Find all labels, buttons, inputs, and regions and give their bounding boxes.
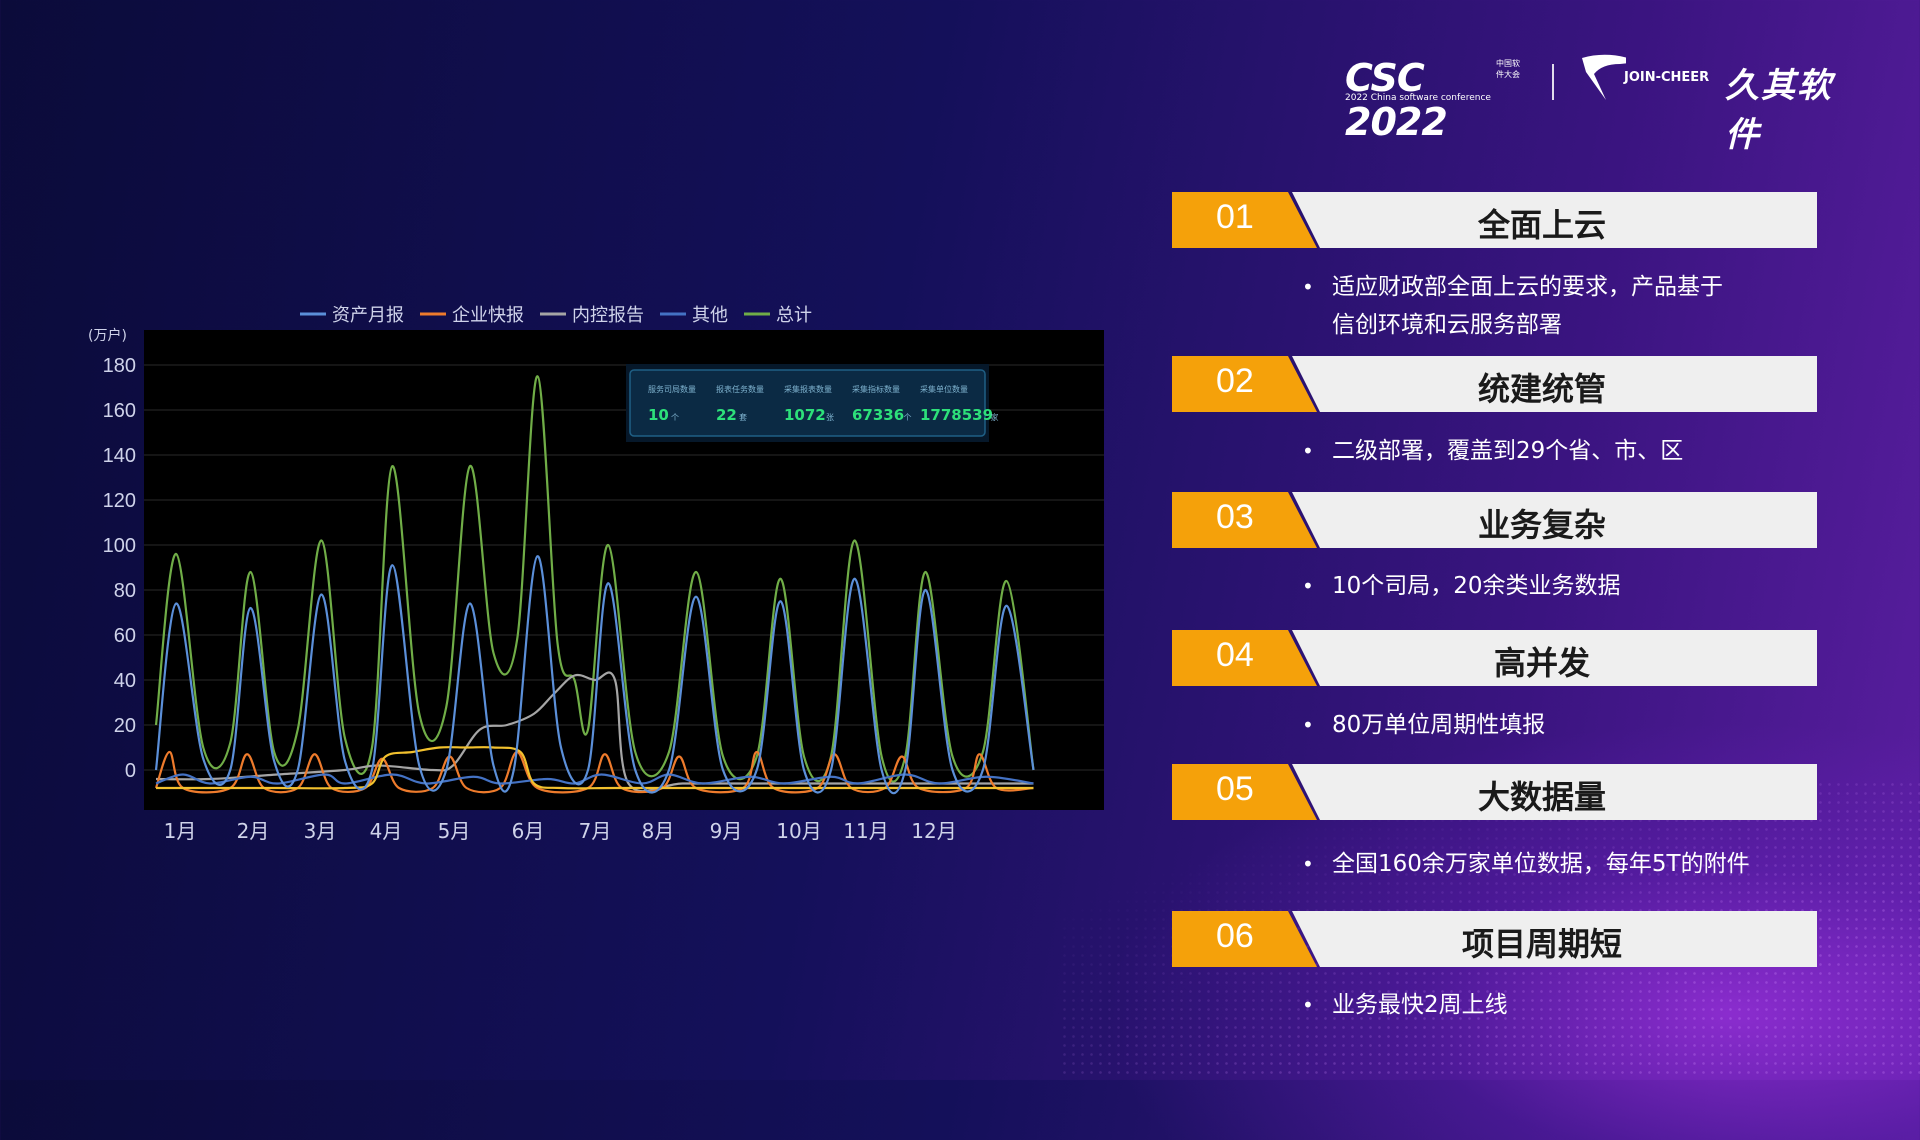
y-tick-label: 40 <box>114 670 136 692</box>
x-tick-label: 7月 <box>579 819 612 843</box>
legend-label: 其他 <box>692 305 728 326</box>
feature-bullet-text: 10个司局，20余类业务数据 <box>1302 567 1620 605</box>
series-line <box>154 555 1035 795</box>
legend-label: 内控报告 <box>572 305 644 326</box>
feature-number: 02 <box>1216 362 1254 400</box>
feature-number: 06 <box>1216 917 1254 955</box>
stats-value: 22 <box>716 406 737 424</box>
feature-bullet-text: 二级部署，覆盖到29个省、市、区 <box>1302 432 1683 470</box>
feature-item-03: 03 业务复杂 <box>1172 492 1817 548</box>
x-tick-label: 11月 <box>843 819 888 843</box>
y-tick-label: 0 <box>125 760 136 782</box>
stats-unit: 套 <box>739 412 747 422</box>
legend-label: 总计 <box>776 305 812 326</box>
legend-label: 资产月报 <box>332 305 404 326</box>
stats-label: 采集单位数量 <box>920 384 968 394</box>
feature-number: 05 <box>1216 770 1254 808</box>
feature-item-06: 06 项目周期短 <box>1172 911 1817 967</box>
stats-value: 67336 <box>852 406 904 424</box>
x-tick-label: 12月 <box>911 819 956 843</box>
stats-unit: 家 <box>991 412 999 422</box>
feature-number: 04 <box>1216 636 1254 674</box>
feature-title: 项目周期短 <box>1461 925 1622 963</box>
stats-value: 10 <box>648 406 669 424</box>
joincheer-logo: JOIN-CHEER 久其软件 <box>1580 52 1850 155</box>
feature-item-05: 05 大数据量 <box>1172 764 1817 820</box>
line-chart-svg: 0 20 40 60 80 100 120 140 160 180 (万户) 1月 2月 3月 4月 5月 6月… <box>88 305 1104 843</box>
x-tick-label: 1月 <box>164 819 197 843</box>
feature-item-04: 04 高并发 <box>1172 630 1817 686</box>
series-line <box>154 375 1035 783</box>
x-tick-label: 5月 <box>438 819 471 843</box>
x-tick-label: 4月 <box>370 819 403 843</box>
csc-logo-main: CSC 2022 <box>1345 56 1448 144</box>
stats-label: 报表任务数量 <box>716 384 764 394</box>
y-tick-label: 180 <box>103 355 136 377</box>
x-tick-label: 8月 <box>642 819 675 843</box>
stats-label: 采集指标数量 <box>852 384 900 394</box>
x-tick-label: 9月 <box>710 819 743 843</box>
stats-value: 1778539 <box>920 406 993 424</box>
y-tick-label: 160 <box>103 400 136 422</box>
x-tick-label: 10月 <box>776 819 821 843</box>
feature-title: 统建统管 <box>1477 370 1606 408</box>
y-tick-label: 20 <box>114 715 136 737</box>
legend-label: 企业快报 <box>452 305 524 326</box>
y-tick-label: 100 <box>103 535 136 557</box>
feature-item-02: 02 统建统管 <box>1172 356 1817 412</box>
y-tick-label: 60 <box>114 625 136 647</box>
series-line <box>156 746 1034 790</box>
y-tick-label: 120 <box>103 490 136 512</box>
feature-title-bg <box>1292 356 1817 412</box>
logo-divider <box>1552 64 1554 100</box>
feature-title: 大数据量 <box>1477 778 1606 816</box>
feature-title-bg <box>1292 911 1817 967</box>
y-tick-label: 140 <box>103 445 136 467</box>
x-tick-label: 6月 <box>512 819 545 843</box>
feature-title: 高并发 <box>1493 644 1590 682</box>
feature-title-bg <box>1292 630 1817 686</box>
csc-logo-small: 中国软件大会 <box>1496 59 1520 79</box>
feature-number: 03 <box>1216 498 1254 536</box>
feature-number: 01 <box>1216 198 1254 236</box>
feature-title-bg <box>1292 764 1817 820</box>
csc-logo-sub: 2022 China software conference <box>1345 93 1491 103</box>
feature-bullet-text: 全国160余万家单位数据，每年5T的附件 <box>1302 845 1750 883</box>
stats-unit: 个 <box>904 413 912 422</box>
joincheer-logo-en: JOIN-CHEER <box>1624 70 1710 85</box>
feature-item-01: 01 全面上云 <box>1172 192 1817 248</box>
feature-bullet-text: 80万单位周期性填报 <box>1302 706 1545 744</box>
feature-bullet-text: 信创环境和云服务部署 <box>1332 312 1562 338</box>
feature-title: 业务复杂 <box>1477 506 1606 544</box>
stats-label: 服务司局数量 <box>648 384 696 394</box>
feature-bullet-text: 适应财政部全面上云的要求，产品基于 <box>1302 268 1723 306</box>
stats-value: 1072 <box>784 406 826 424</box>
x-tick-label: 3月 <box>304 819 337 843</box>
x-tick-label: 2月 <box>237 819 270 843</box>
feature-title-bg <box>1292 192 1817 248</box>
feature-bullet-text: 业务最快2周上线 <box>1302 986 1508 1024</box>
stats-unit: 个 <box>671 413 679 422</box>
line-chart: 0 20 40 60 80 100 120 140 160 180 (万户) 1月 2月 3月 4月 5月 6月… <box>80 290 1120 860</box>
y-tick-label: 80 <box>114 580 136 602</box>
y-axis-label: (万户) <box>88 327 127 344</box>
joincheer-logo-cn: 久其软件 <box>1725 66 1833 155</box>
feature-title: 全面上云 <box>1477 206 1606 244</box>
stats-panel <box>629 369 986 437</box>
csc-logo: CSC 2022 中国软件大会 2022 China software conf… <box>1345 56 1525 144</box>
feature-title-bg <box>1292 492 1817 548</box>
joincheer-emblem-icon <box>1582 54 1640 100</box>
stats-label: 采集报表数量 <box>784 384 832 394</box>
stats-unit: 张 <box>826 413 834 422</box>
